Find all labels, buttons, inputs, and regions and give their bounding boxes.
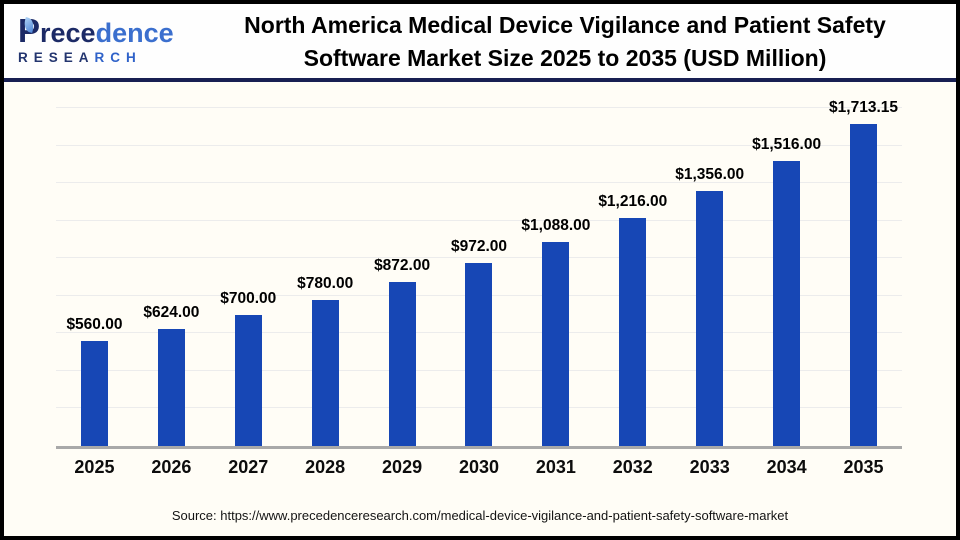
bar-column: $1,516.00 — [748, 108, 825, 446]
bar-value-label: $972.00 — [450, 238, 507, 256]
brand-text-dark: rece — [40, 18, 96, 48]
brand-logo: Precedence RESEARCH — [18, 14, 190, 65]
bar-column: $624.00 — [133, 108, 210, 446]
bar-value-label: $624.00 — [143, 303, 200, 321]
x-axis-label: 2026 — [151, 457, 192, 477]
bar-value-label: $780.00 — [297, 274, 354, 292]
x-axis-label: 2025 — [74, 457, 115, 477]
bar-column: $780.00 — [287, 108, 364, 446]
bar-column: $560.00 — [56, 108, 133, 446]
gridline — [56, 182, 902, 184]
bar — [157, 328, 185, 446]
bar-column: $872.00 — [364, 108, 441, 446]
brand-subtitle-dark: RESEA — [18, 50, 95, 65]
gridline — [56, 257, 902, 259]
bar-column: $1,713.15 — [825, 99, 902, 446]
x-axis-label: 2031 — [535, 457, 576, 477]
bar — [850, 124, 878, 446]
x-axis-labels: 2025 2026 2027 2028 2029 2030 2031 2032 2033 2034… — [56, 457, 902, 478]
bar-column: $1,216.00 — [594, 108, 671, 446]
bar — [80, 340, 108, 446]
header: Precedence RESEARCH North America Medica… — [4, 4, 956, 82]
bar-value-label: $560.00 — [66, 315, 123, 333]
bar-column: $1,088.00 — [517, 108, 594, 446]
bar-value-label: $1,516.00 — [752, 136, 822, 154]
bar — [234, 314, 262, 446]
x-axis-label: 2032 — [612, 457, 653, 477]
brand-subtitle: RESEARCH — [18, 50, 190, 65]
chart-title-line2: Software Market Size 2025 to 2035 (USD M… — [303, 45, 827, 71]
bar — [619, 217, 647, 446]
x-axis-label: 2029 — [382, 457, 423, 477]
chart-title-line1: North America Medical Device Vigilance a… — [244, 12, 886, 38]
gridline — [56, 107, 902, 108]
bar-column: $1,356.00 — [671, 108, 748, 446]
bar-value-label: $872.00 — [374, 257, 431, 275]
x-axis-label: 2035 — [843, 457, 884, 477]
x-axis-label: 2034 — [766, 457, 807, 477]
x-axis-label: 2030 — [458, 457, 499, 477]
brand-wordmark: Precedence — [18, 14, 190, 48]
x-axis-label: 2027 — [228, 457, 269, 477]
bar-column: $700.00 — [210, 108, 287, 446]
bar — [465, 263, 493, 446]
x-axis-label: 2033 — [689, 457, 730, 477]
bar-value-label: $1,088.00 — [521, 216, 591, 234]
brand-text-light: dence — [95, 18, 174, 48]
bar — [311, 299, 339, 446]
gridline — [56, 144, 902, 146]
bar — [773, 161, 801, 446]
source-note: Source: https://www.precedenceresearch.c… — [171, 508, 789, 523]
bar-value-label: $700.00 — [220, 289, 277, 307]
bar-series: $560.00 $624.00 $700.00 $780.00 $872.00 $972.… — [56, 99, 902, 446]
plot-area: $560.00 $624.00 $700.00 $780.00 $872.00 $972.… — [56, 99, 902, 449]
chart-title: North America Medical Device Vigilance a… — [190, 9, 940, 75]
bar — [388, 282, 416, 446]
bar-value-label: $1,216.00 — [598, 192, 668, 210]
bar-value-label: $1,356.00 — [675, 166, 745, 184]
bar — [542, 241, 570, 446]
bar — [696, 191, 724, 446]
x-axis-label: 2028 — [305, 457, 346, 477]
brand-subtitle-light: RCH — [94, 50, 142, 65]
gridline — [56, 219, 902, 221]
bar-value-label: $1,713.15 — [829, 99, 898, 117]
bar-column: $972.00 — [441, 108, 518, 446]
